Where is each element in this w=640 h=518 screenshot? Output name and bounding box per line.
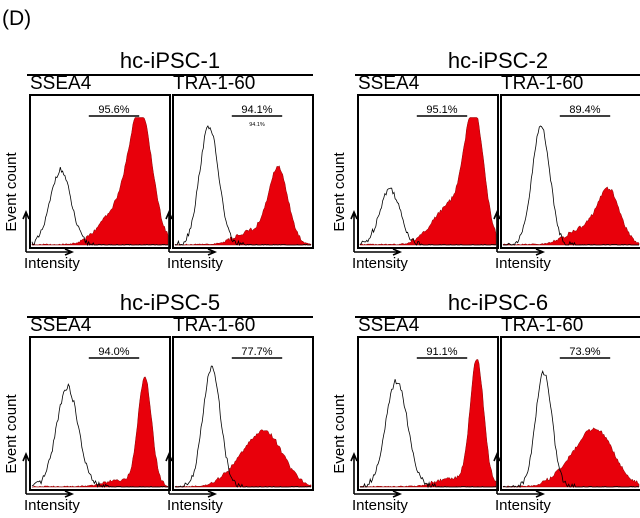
marker-label: TRA-1-60	[173, 315, 255, 336]
group-title: hc-iPSC-5	[120, 290, 220, 315]
control-histogram	[174, 365, 312, 488]
y-axis-label: Event count	[331, 152, 348, 232]
x-axis-label: Intensity	[495, 497, 551, 514]
group-title: hc-iPSC-2	[448, 48, 548, 73]
gate-percent: 73.9%	[569, 346, 600, 358]
y-axis-arrow	[493, 451, 501, 494]
histogram-SSEA4: SSEA4 95.1% Intensity	[350, 73, 499, 272]
sample-histogram	[502, 186, 640, 246]
gate-percent: 89.4%	[569, 104, 600, 116]
gate-percent: 77.7%	[241, 346, 272, 358]
control-histogram	[31, 167, 169, 247]
x-axis-arrow	[354, 248, 403, 256]
y-axis-arrow	[350, 451, 358, 494]
y-axis-arrow	[22, 451, 30, 494]
x-axis-arrow	[169, 248, 218, 256]
group-title: hc-iPSC-1	[120, 48, 220, 73]
marker-label: SSEA4	[358, 315, 420, 336]
y-axis-label: Event count	[3, 152, 20, 232]
y-axis-label: Event count	[3, 394, 20, 474]
x-axis-label: Intensity	[495, 255, 551, 272]
small-percent-note: 94.1%	[249, 122, 265, 128]
y-axis-arrow	[165, 451, 173, 494]
x-axis-arrow	[354, 490, 403, 498]
x-axis-label: Intensity	[167, 255, 223, 272]
x-axis-arrow	[497, 248, 546, 256]
x-axis-arrow	[497, 490, 546, 498]
histogram-SSEA4: SSEA4 91.1% Intensity	[350, 315, 499, 514]
marker-label: SSEA4	[358, 73, 420, 94]
marker-label: TRA-1-60	[501, 315, 583, 336]
marker-label: SSEA4	[30, 73, 92, 94]
control-histogram	[360, 379, 497, 489]
panel-label: (D)	[2, 7, 31, 30]
y-axis-arrow	[22, 209, 30, 252]
gate-percent: 95.1%	[426, 104, 457, 116]
gate-percent: 94.0%	[98, 346, 129, 358]
histogram-TRA-1-60: TRA-1-60 73.9% Intensity	[493, 315, 640, 514]
x-axis-label: Intensity	[24, 255, 80, 272]
control-histogram	[31, 383, 168, 488]
sample-histogram	[32, 376, 169, 488]
y-axis-arrow	[493, 209, 501, 252]
histogram-SSEA4: SSEA4 95.6% Intensity	[22, 73, 171, 272]
sample-histogram	[31, 117, 169, 246]
gate-percent: 94.1%	[241, 104, 272, 116]
marker-label: TRA-1-60	[501, 73, 583, 94]
control-histogram	[359, 187, 497, 246]
control-histogram	[502, 370, 640, 489]
control-histogram	[174, 125, 312, 247]
x-axis-label: Intensity	[24, 497, 80, 514]
histogram-TRA-1-60: TRA-1-60 89.4% Intensity	[493, 73, 640, 272]
x-axis-label: Intensity	[352, 497, 408, 514]
x-axis-label: Intensity	[167, 497, 223, 514]
sample-histogram	[359, 117, 497, 246]
sample-histogram	[502, 427, 640, 488]
y-axis-arrow	[165, 209, 173, 252]
gate-percent: 95.6%	[98, 104, 129, 116]
histogram-TRA-1-60: TRA-1-60 77.7% Intensity	[165, 315, 314, 514]
control-histogram	[502, 125, 639, 246]
histogram-TRA-1-60: TRA-1-60 94.1% 94.1% Intensity	[165, 73, 314, 272]
x-axis-arrow	[26, 248, 75, 256]
y-axis-arrow	[350, 209, 358, 252]
x-axis-arrow	[26, 490, 75, 498]
x-axis-label: Intensity	[352, 255, 408, 272]
x-axis-arrow	[169, 490, 218, 498]
y-axis-label: Event count	[331, 394, 348, 474]
sample-histogram	[174, 165, 312, 246]
sample-histogram	[174, 429, 312, 488]
histogram-SSEA4: SSEA4 94.0% Intensity	[22, 315, 171, 514]
marker-label: TRA-1-60	[173, 73, 255, 94]
group-title: hc-iPSC-6	[448, 290, 548, 315]
marker-label: SSEA4	[30, 315, 92, 336]
gate-percent: 91.1%	[426, 346, 457, 358]
